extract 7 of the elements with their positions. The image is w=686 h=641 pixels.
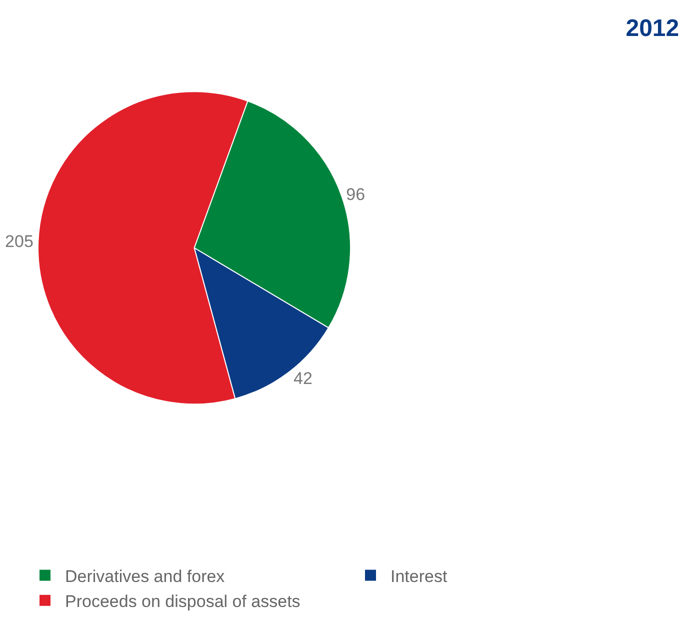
data-label: 42 — [293, 368, 312, 388]
data-label: 96 — [346, 184, 366, 204]
text: 2012 — [626, 15, 680, 42]
legend-label: Derivatives and forex — [65, 566, 226, 586]
data-label: 205 — [5, 232, 34, 251]
legend-label: Interest — [390, 566, 448, 586]
legend-label: Proceeds on disposal of assets — [65, 592, 300, 612]
